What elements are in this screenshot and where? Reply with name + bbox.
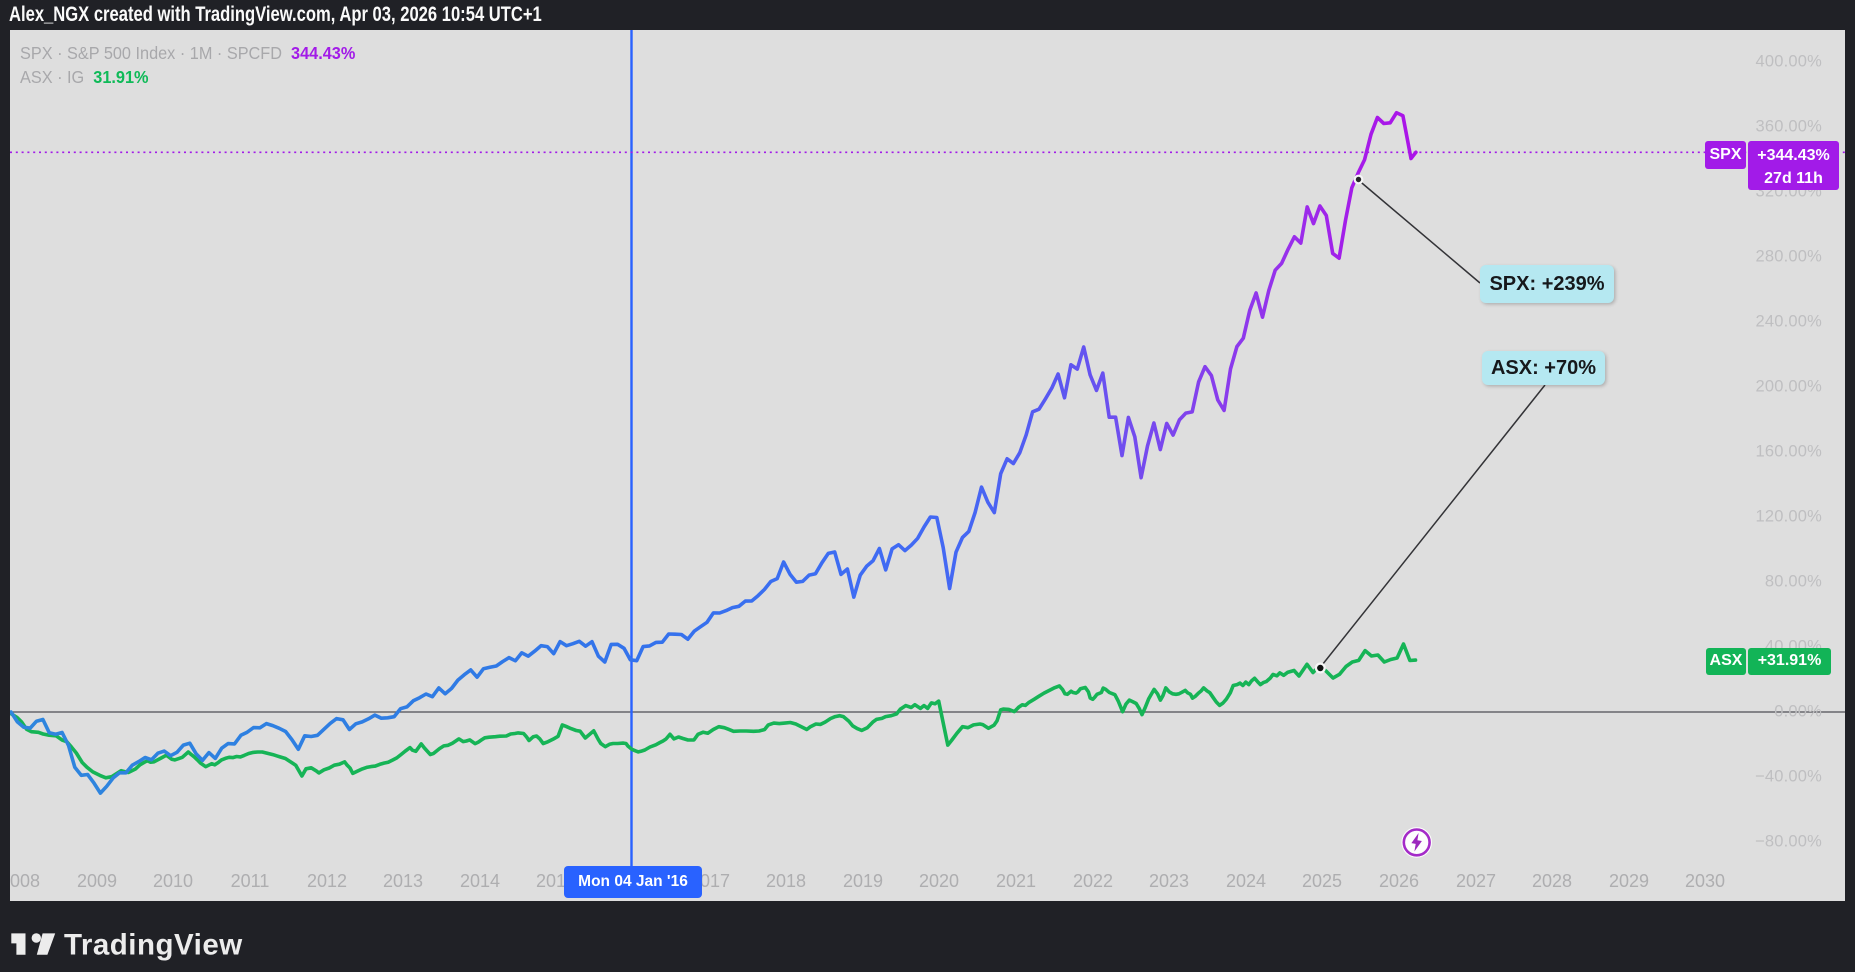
svg-text:TradingView: TradingView bbox=[64, 931, 243, 962]
